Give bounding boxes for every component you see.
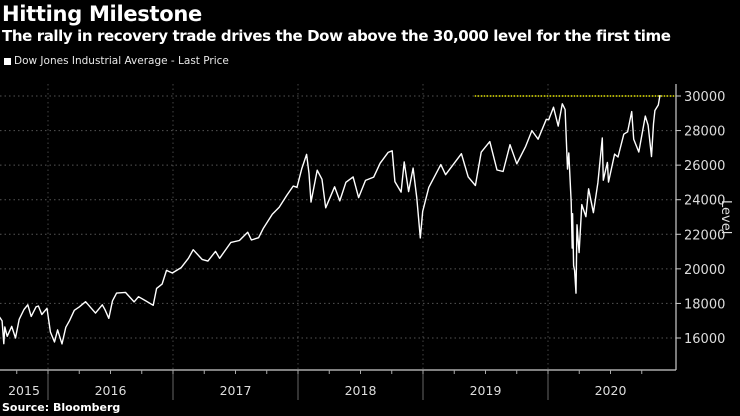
grid [0, 84, 676, 370]
legend-label: Dow Jones Industrial Average - Last Pric… [14, 55, 229, 67]
x-tick-label: 2018 [345, 383, 377, 398]
x-tick-label: 2020 [595, 383, 627, 398]
y-tick-label: 16000 [684, 332, 725, 347]
y-tick-label: 26000 [684, 159, 725, 174]
axes [0, 84, 677, 371]
x-tick-label: 2019 [470, 383, 502, 398]
y-axis-label: Level [718, 200, 733, 234]
y-tick-label: 22000 [684, 228, 725, 243]
series-line-dow-jones [0, 94, 661, 345]
marks [0, 94, 676, 345]
y-tick-label: 18000 [684, 297, 725, 312]
legend-swatch [4, 57, 11, 65]
y-tick-label: 30000 [684, 90, 725, 105]
x-tick-label: 2015 [8, 383, 40, 398]
x-tick-label: 2016 [95, 383, 127, 398]
ticks: 16000 18000 20000 22000 24000 26000 28000 30000… [8, 90, 725, 400]
legend: Dow Jones Industrial Average - Last Pric… [4, 55, 229, 67]
y-tick-label: 28000 [684, 125, 725, 140]
y-tick-label: 20000 [684, 263, 725, 278]
y-tick-label: 24000 [684, 194, 725, 209]
chart-subtitle: The rally in recovery trade drives the D… [2, 27, 671, 45]
x-tick-label: 2017 [220, 383, 252, 398]
chart-title: Hitting Milestone [2, 2, 202, 26]
source-note: Source: Bloomberg [2, 401, 121, 414]
